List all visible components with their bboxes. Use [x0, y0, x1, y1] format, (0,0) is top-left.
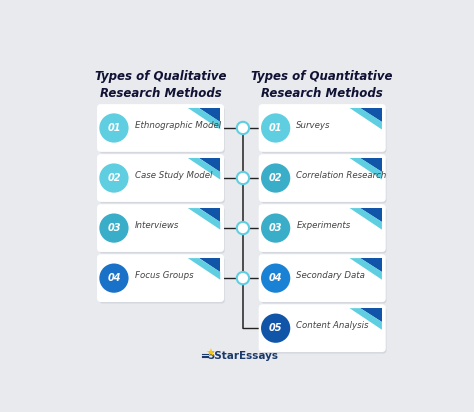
- Polygon shape: [188, 158, 220, 180]
- Text: ★: ★: [206, 349, 216, 359]
- Text: Experiments: Experiments: [296, 221, 351, 230]
- Text: 05: 05: [269, 323, 283, 333]
- FancyBboxPatch shape: [97, 154, 224, 202]
- Text: 01: 01: [269, 123, 283, 133]
- Polygon shape: [199, 158, 220, 172]
- FancyBboxPatch shape: [97, 254, 224, 302]
- Circle shape: [100, 213, 128, 243]
- Polygon shape: [199, 108, 220, 122]
- Text: Interviews: Interviews: [135, 221, 179, 230]
- Polygon shape: [349, 158, 382, 180]
- Polygon shape: [349, 258, 382, 280]
- Text: Ethnographic Model: Ethnographic Model: [135, 121, 221, 130]
- Circle shape: [237, 122, 249, 134]
- Polygon shape: [360, 308, 382, 322]
- Text: 03: 03: [269, 223, 283, 233]
- FancyBboxPatch shape: [261, 207, 386, 253]
- Text: Content Analysis: Content Analysis: [296, 321, 369, 330]
- Circle shape: [261, 164, 290, 193]
- FancyBboxPatch shape: [259, 204, 386, 252]
- Circle shape: [100, 264, 128, 293]
- Polygon shape: [188, 108, 220, 129]
- FancyBboxPatch shape: [261, 157, 386, 204]
- Polygon shape: [360, 258, 382, 272]
- FancyBboxPatch shape: [97, 104, 224, 152]
- FancyBboxPatch shape: [261, 258, 386, 304]
- FancyBboxPatch shape: [261, 307, 386, 353]
- FancyBboxPatch shape: [259, 104, 386, 152]
- Circle shape: [237, 222, 249, 234]
- FancyBboxPatch shape: [261, 107, 386, 153]
- Circle shape: [100, 164, 128, 193]
- Polygon shape: [349, 308, 382, 330]
- Text: 03: 03: [107, 223, 121, 233]
- Circle shape: [261, 264, 290, 293]
- Text: Correlation Research: Correlation Research: [296, 171, 387, 180]
- Polygon shape: [360, 108, 382, 122]
- Polygon shape: [199, 258, 220, 272]
- Circle shape: [237, 172, 249, 184]
- Text: Types of Qualitative
Research Methods: Types of Qualitative Research Methods: [95, 70, 226, 100]
- Text: 02: 02: [269, 173, 283, 183]
- FancyBboxPatch shape: [259, 254, 386, 302]
- Polygon shape: [188, 258, 220, 280]
- Text: 01: 01: [107, 123, 121, 133]
- Polygon shape: [188, 208, 220, 229]
- Text: Focus Groups: Focus Groups: [135, 272, 193, 280]
- Polygon shape: [349, 208, 382, 229]
- Polygon shape: [349, 108, 382, 129]
- Circle shape: [261, 113, 290, 143]
- Polygon shape: [360, 208, 382, 222]
- Text: 02: 02: [107, 173, 121, 183]
- Text: 04: 04: [269, 273, 283, 283]
- Circle shape: [261, 314, 290, 343]
- Text: Surveys: Surveys: [296, 121, 331, 130]
- FancyBboxPatch shape: [259, 154, 386, 202]
- Circle shape: [237, 272, 249, 284]
- Circle shape: [100, 113, 128, 143]
- FancyBboxPatch shape: [100, 207, 225, 253]
- Text: 5StarEssays: 5StarEssays: [208, 351, 278, 361]
- Text: 04: 04: [107, 273, 121, 283]
- Polygon shape: [199, 208, 220, 222]
- Text: Secondary Data: Secondary Data: [296, 272, 365, 280]
- Text: Types of Quantitative
Research Methods: Types of Quantitative Research Methods: [252, 70, 393, 100]
- Circle shape: [261, 213, 290, 243]
- FancyBboxPatch shape: [259, 304, 386, 352]
- FancyBboxPatch shape: [100, 107, 225, 153]
- FancyBboxPatch shape: [97, 204, 224, 252]
- FancyBboxPatch shape: [100, 157, 225, 204]
- Polygon shape: [360, 158, 382, 172]
- Text: Case Study Model: Case Study Model: [135, 171, 212, 180]
- FancyBboxPatch shape: [100, 258, 225, 304]
